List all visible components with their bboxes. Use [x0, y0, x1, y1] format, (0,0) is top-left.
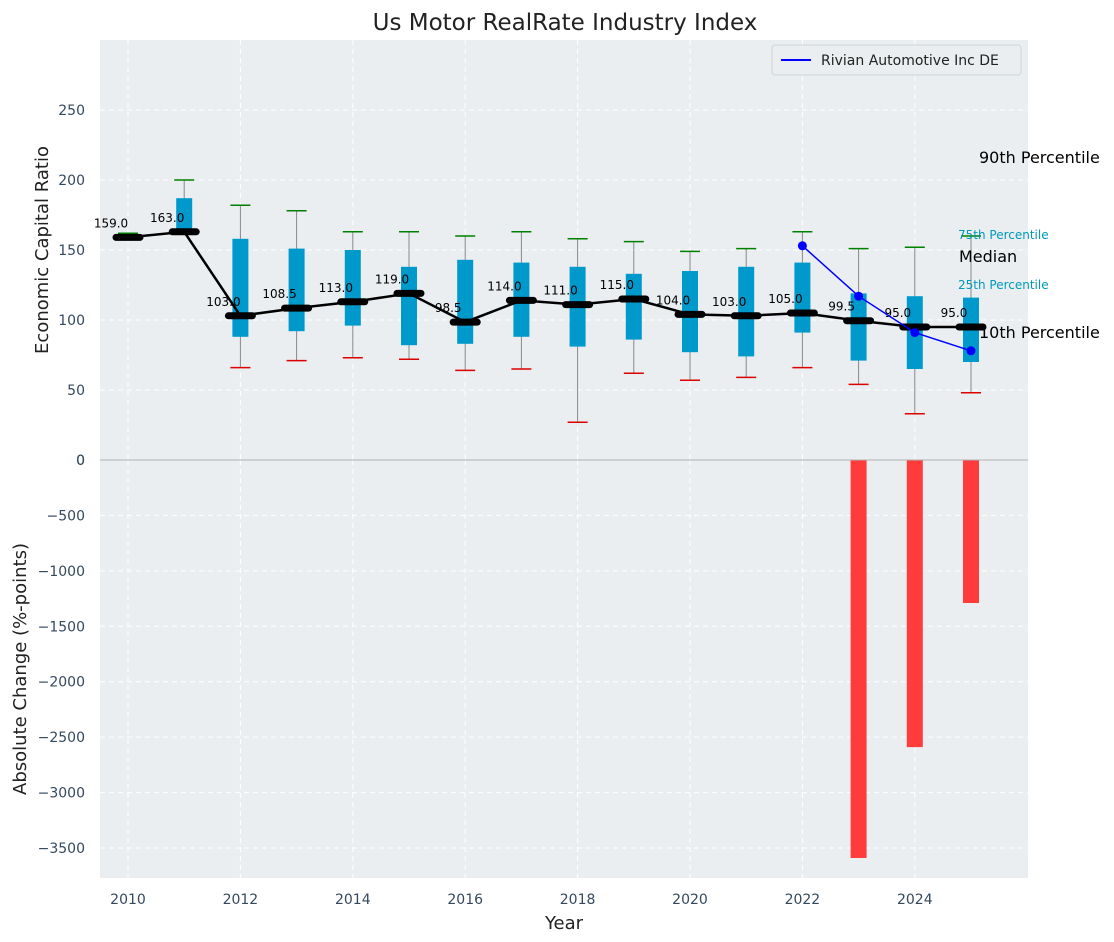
y-tick-label: 0 [76, 453, 85, 469]
iqr-box [625, 273, 642, 340]
iqr-box [738, 266, 755, 357]
y-tick-label: −500 [47, 508, 85, 524]
upper-y-axis-label: Economic Capital Ratio [32, 146, 53, 354]
median-value-label: 159.0 [94, 216, 128, 230]
x-tick-label: 2010 [110, 892, 146, 908]
median-value-label: 111.0 [543, 284, 577, 298]
median-value-label: 119.0 [375, 272, 409, 286]
median-value-label: 108.5 [262, 287, 296, 301]
label-90th-percentile: 90th Percentile [979, 148, 1100, 167]
median-value-label: 103.0 [206, 295, 240, 309]
change-bar [963, 460, 979, 604]
company-point [854, 291, 864, 301]
company-point [966, 346, 976, 356]
y-tick-label: 0 [76, 453, 85, 469]
y-tick-label: −3000 [38, 786, 85, 802]
median-value-label: 104.0 [656, 293, 690, 307]
label-25th-percentile: 25th Percentile [958, 278, 1049, 292]
median-value-label: 105.0 [768, 292, 802, 306]
iqr-box [401, 266, 417, 346]
median-value-label: 95.0 [941, 306, 968, 320]
label-75th-percentile: 75th Percentile [958, 228, 1049, 242]
lower-plot-area [100, 460, 1028, 878]
y-tick-label: −2000 [38, 675, 85, 691]
y-tick-label: 50 [67, 383, 85, 399]
y-tick-label: 100 [58, 313, 85, 329]
change-bar [906, 460, 923, 748]
iqr-box [176, 198, 193, 235]
change-bar [850, 460, 867, 858]
x-tick-label: 2018 [560, 892, 596, 908]
lower-grid [100, 460, 1028, 878]
legend-box [771, 44, 1022, 76]
label-median: Median [959, 247, 1017, 266]
iqr-box [850, 293, 867, 361]
iqr-box [232, 238, 249, 337]
x-axis-ticks: 2010 2012 2014 2016 2018 2020 2022 2024 [110, 892, 933, 908]
x-tick-label: 2016 [447, 892, 483, 908]
median-value-label: 95.0 [884, 306, 911, 320]
x-tick-label: 2014 [335, 892, 371, 908]
median-value-label: 114.0 [487, 279, 521, 293]
company-series [797, 241, 976, 356]
legend: Rivian Automotive Inc DE [771, 44, 1022, 76]
median-series: 159.0 163.0 103.0 108.5 113.0 119.0 98.5 114.0 1… [94, 211, 987, 331]
label-10th-percentile: 10th Percentile [979, 323, 1100, 342]
y-tick-label: −3500 [38, 841, 85, 857]
y-tick-label: 250 [58, 103, 85, 119]
y-tick-label: 150 [58, 243, 85, 259]
company-line [801, 245, 972, 352]
lower-y-axis-label: Absolute Change (%-points) [10, 543, 31, 795]
chart-title: Us Motor RealRate Industry Index [373, 10, 758, 36]
median-value-label: 99.5 [828, 300, 855, 314]
y-tick-label: 200 [58, 173, 85, 189]
legend-label: Rivian Automotive Inc DE [821, 53, 999, 69]
x-tick-label: 2020 [672, 892, 708, 908]
median-line [127, 230, 971, 329]
y-tick-label: −2500 [38, 730, 85, 746]
change-bar-series [850, 460, 979, 858]
x-tick-label: 2012 [223, 892, 259, 908]
median-value-label: 98.5 [435, 301, 462, 315]
lower-y-axis-ticks: 0 −500 −1000 −1500 −2000 −2500 −3000 −3500 [38, 453, 85, 857]
y-tick-label: −1500 [38, 619, 85, 635]
x-axis-label: Year [544, 913, 584, 934]
company-point [910, 328, 920, 338]
x-tick-label: 2024 [897, 892, 933, 908]
x-tick-label: 2022 [785, 892, 821, 908]
y-tick-label: −1000 [38, 564, 85, 580]
median-value-label: 103.0 [712, 295, 746, 309]
median-value-label: 163.0 [150, 211, 184, 225]
iqr-box [344, 250, 361, 326]
company-point [797, 241, 807, 251]
median-value-label: 113.0 [319, 281, 353, 295]
median-value-label: 115.0 [600, 278, 634, 292]
upper-y-axis-ticks: 0 50 100 150 200 250 [58, 103, 85, 469]
